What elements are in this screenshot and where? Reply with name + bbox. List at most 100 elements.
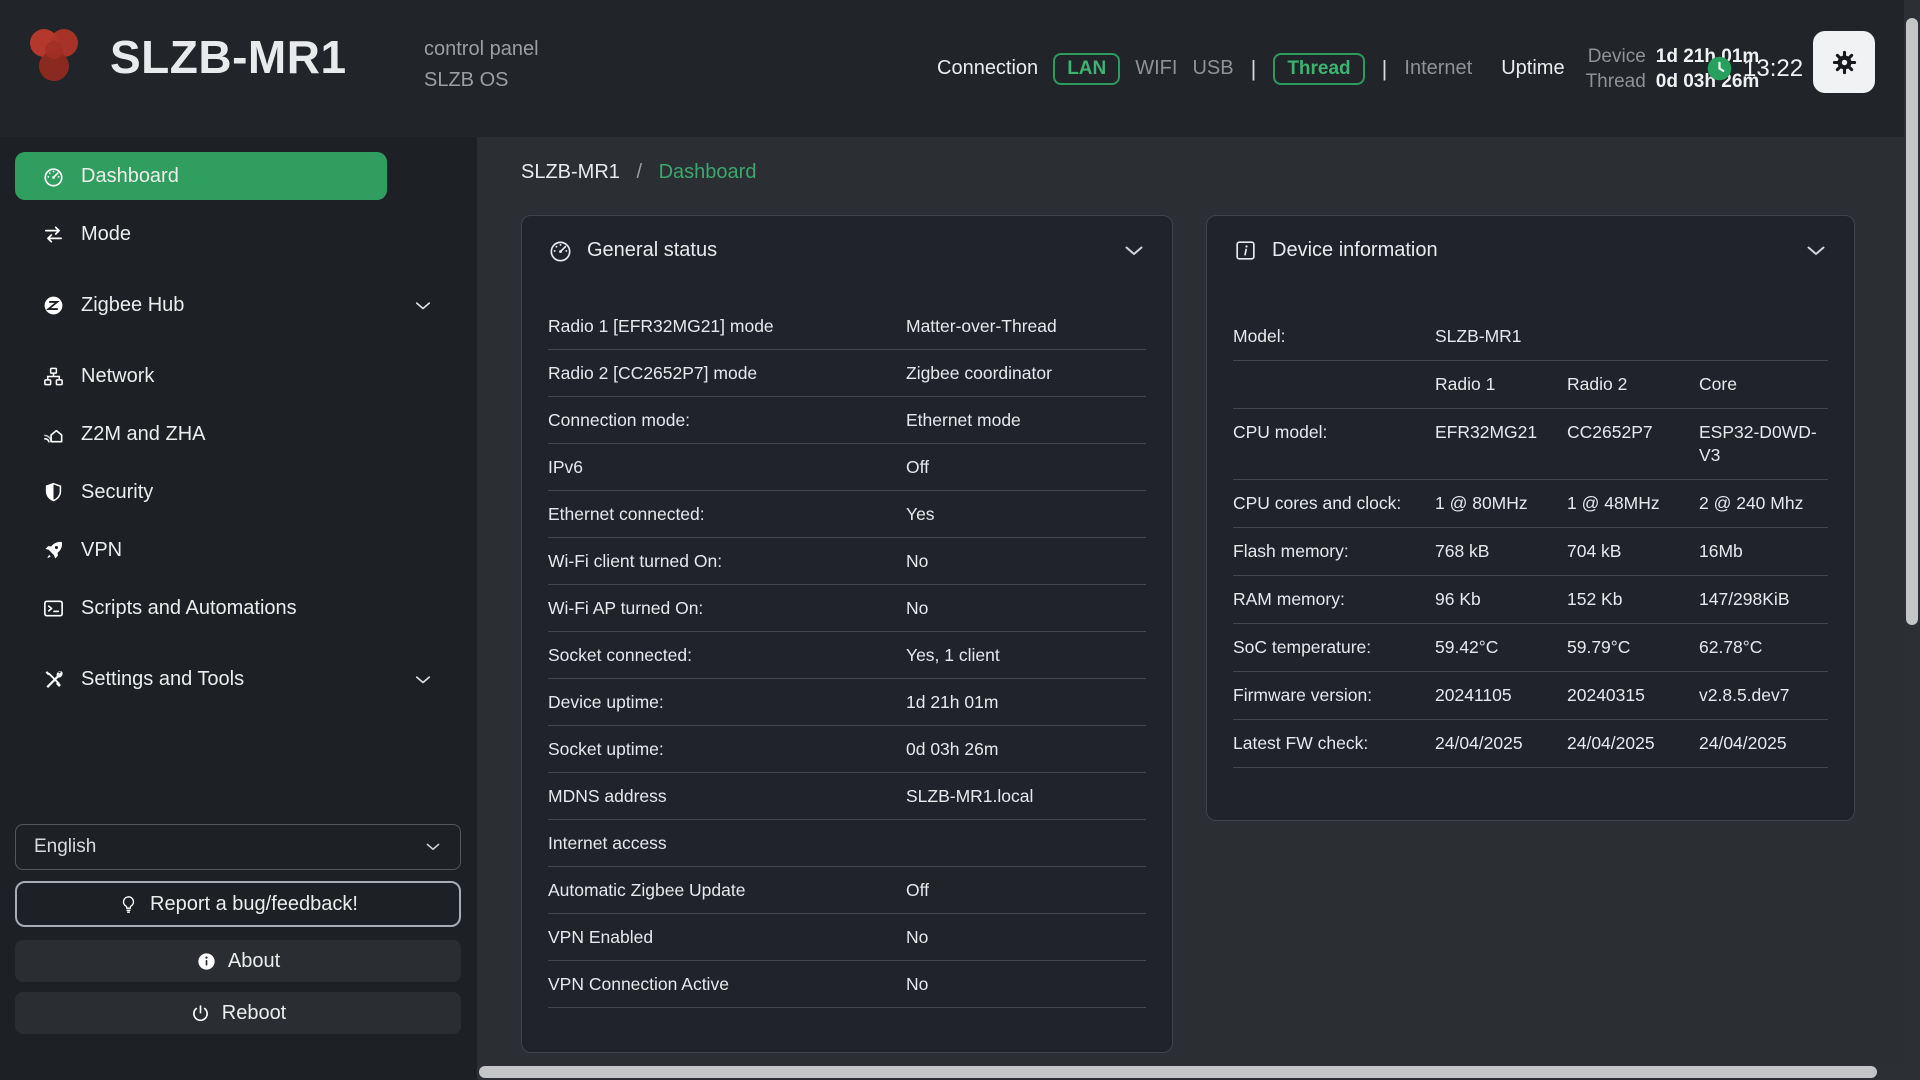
reboot-button[interactable]: Reboot [15, 992, 461, 1034]
column-header-row: Radio 1 Radio 2 Core [1233, 361, 1828, 409]
status-row-value: Ethernet mode [906, 409, 1021, 430]
device-info-radio2-value: CC2652P7 [1567, 422, 1653, 442]
sidebar-item-settings-tools[interactable]: Settings and Tools [15, 655, 431, 703]
column-radio2: Radio 2 [1567, 374, 1628, 394]
divider: | [1250, 55, 1257, 81]
sidebar-item-mode[interactable]: Mode [15, 210, 387, 258]
breadcrumb-root[interactable]: SLZB-MR1 [521, 161, 620, 183]
device-info-label: Firmware version: [1233, 685, 1373, 705]
sidebar-item-network[interactable]: Network [15, 352, 387, 400]
report-bug-button[interactable]: Report a bug/feedback! [15, 881, 461, 927]
status-row-label: VPN Enabled [548, 926, 654, 947]
status-row-value: Matter-over-Thread [906, 315, 1057, 336]
zigbee-icon [41, 294, 65, 317]
status-row-label: Wi-Fi AP turned On: [548, 597, 704, 618]
column-core: Core [1699, 374, 1737, 394]
app-subtitle-line1: control panel [424, 38, 539, 60]
status-row: Device uptime: 1d 21h 01m [548, 679, 1146, 726]
general-status-card: General status Radio 1 [EFR32MG21] mode … [521, 215, 1173, 1053]
sidebar-item-label: Security [81, 480, 154, 503]
status-row: IPv6 Off [548, 444, 1146, 491]
info-icon [196, 951, 217, 972]
uptime-device-label: Device [1587, 45, 1646, 67]
breadcrumb-current: Dashboard [658, 161, 757, 183]
collapse-chevron-icon[interactable] [1122, 239, 1146, 263]
collapse-chevron-icon[interactable] [1804, 239, 1828, 263]
sidebar-item-z2m-zha[interactable]: Z2M and ZHA [15, 410, 387, 458]
sidebar-item-security[interactable]: Security [15, 468, 387, 516]
about-button[interactable]: About [15, 940, 461, 982]
lightbulb-icon [118, 894, 139, 915]
status-row-label: Radio 1 [EFR32MG21] mode [548, 315, 774, 336]
sidebar-item-label: Z2M and ZHA [81, 422, 206, 445]
vertical-scrollbar-thumb[interactable] [1906, 18, 1918, 625]
main-content: SLZB-MR1 / Dashboard General status [477, 137, 1920, 1080]
device-info-radio2-value: 24/04/2025 [1567, 733, 1655, 753]
device-info-row: Latest FW check: 24/04/2025 24/04/2025 2… [1233, 720, 1828, 768]
status-row-label: Automatic Zigbee Update [548, 879, 746, 900]
device-info-core-value: 62.78°C [1699, 637, 1763, 657]
uptime-thread-value: 0d 03h 26m [1655, 70, 1760, 92]
tools-icon [41, 668, 65, 691]
breadcrumb: SLZB-MR1 / Dashboard [521, 161, 756, 184]
status-row: Socket connected: Yes, 1 client [548, 632, 1146, 679]
status-row: Radio 1 [EFR32MG21] mode Matter-over-Thr… [548, 303, 1146, 350]
gauge-icon [548, 238, 573, 263]
status-row: Ethernet connected: Yes [548, 491, 1146, 538]
status-row: Connection mode: Ethernet mode [548, 397, 1146, 444]
status-row-label: VPN Connection Active [548, 973, 729, 994]
status-row-value: Zigbee coordinator [906, 362, 1052, 383]
network-icon [41, 365, 65, 388]
device-info-label: CPU cores and clock: [1233, 493, 1402, 513]
vertical-scrollbar[interactable] [1904, 0, 1920, 1080]
sidebar-item-scripts[interactable]: Scripts and Automations [15, 584, 387, 632]
sidebar-item-vpn[interactable]: VPN [15, 526, 387, 574]
status-row-value: No [906, 926, 929, 947]
status-row: Radio 2 [CC2652P7] mode Zigbee coordinat… [548, 350, 1146, 397]
status-row-value: SLZB-MR1.local [906, 785, 1034, 806]
uptime-device-value: 1d 21h 01m [1655, 45, 1760, 67]
status-row-label: Socket connected: [548, 644, 692, 665]
sidebar-item-dashboard[interactable]: Dashboard [15, 152, 387, 200]
device-info-rows: CPU model: EFR32MG21 CC2652P7 ESP32-D0WD… [1233, 409, 1828, 768]
device-info-row: RAM memory: 96 Kb 152 Kb 147/298KiB [1233, 576, 1828, 624]
clock-readout: 13:22 [1706, 0, 1803, 137]
sidebar-item-label: Scripts and Automations [81, 596, 297, 619]
device-info-radio2-value: 59.79°C [1567, 637, 1631, 657]
language-select[interactable]: English [15, 824, 461, 870]
device-info-row: Firmware version: 20241105 20240315 v2.8… [1233, 672, 1828, 720]
app-subtitle-line2: SLZB OS [424, 69, 509, 91]
chevron-down-icon [413, 296, 433, 316]
device-info-row: CPU model: EFR32MG21 CC2652P7 ESP32-D0WD… [1233, 409, 1828, 480]
sidebar-item-label: VPN [81, 538, 123, 561]
status-row-label: Device uptime: [548, 691, 664, 712]
settings-gear-button[interactable] [1813, 31, 1875, 93]
sidebar-item-zigbee-hub[interactable]: Zigbee Hub [15, 281, 431, 329]
status-row: Wi-Fi AP turned On: No [548, 585, 1146, 632]
gear-icon [1829, 47, 1860, 78]
device-information-header: Device information [1207, 216, 1854, 263]
device-info-radio1-value: 1 @ 80MHz [1435, 493, 1528, 513]
horizontal-scrollbar[interactable] [477, 1064, 1904, 1080]
terminal-icon [41, 597, 65, 620]
shield-icon [41, 481, 65, 504]
internet-label: Internet [1404, 57, 1473, 79]
device-info-row: Flash memory: 768 kB 704 kB 16Mb [1233, 528, 1828, 576]
wifi-label: WIFI [1135, 57, 1178, 79]
status-row: MDNS address SLZB-MR1.local [548, 773, 1146, 820]
status-row: Wi-Fi client turned On: No [548, 538, 1146, 585]
horizontal-scrollbar-thumb[interactable] [479, 1066, 1877, 1078]
device-info-label: SoC temperature: [1233, 637, 1372, 657]
uptime-readout: Device 1d 21h 01m Thread 0d 03h 26m [1586, 44, 1760, 94]
language-value: English [34, 836, 97, 857]
device-info-core-value: v2.8.5.dev7 [1699, 685, 1790, 705]
device-info-radio1-value: 59.42°C [1435, 637, 1499, 657]
status-row-value: 0d 03h 26m [906, 738, 999, 759]
status-row: VPN Enabled No [548, 914, 1146, 961]
status-row-label: Wi-Fi client turned On: [548, 550, 723, 571]
thread-badge: Thread [1273, 52, 1365, 85]
uptime-thread-label: Thread [1585, 70, 1646, 92]
slzb-logo [28, 26, 80, 86]
status-row-value: 1d 21h 01m [906, 691, 999, 712]
sidebar: Dashboard Mode Zigbee Hub [0, 137, 477, 1080]
